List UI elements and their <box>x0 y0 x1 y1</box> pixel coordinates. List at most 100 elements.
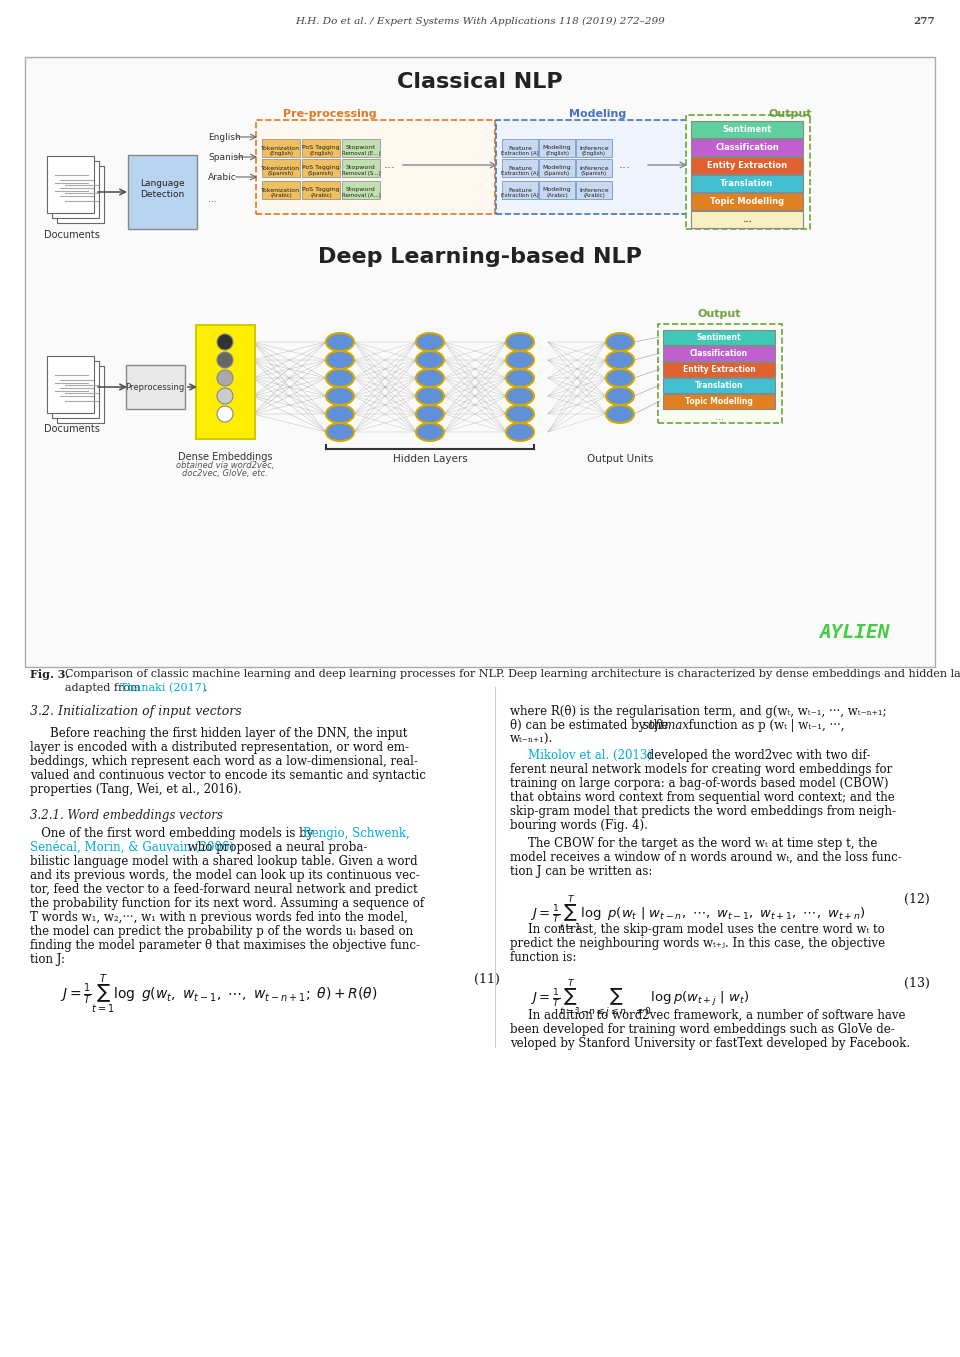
Text: ...: ... <box>208 194 217 204</box>
FancyBboxPatch shape <box>663 362 775 377</box>
Ellipse shape <box>506 332 534 351</box>
FancyBboxPatch shape <box>658 324 782 423</box>
Text: (Arabic): (Arabic) <box>310 193 332 198</box>
Text: (English): (English) <box>309 151 333 156</box>
Ellipse shape <box>416 404 444 423</box>
Text: (English): (English) <box>545 151 569 156</box>
Ellipse shape <box>326 351 354 369</box>
Text: beddings, which represent each word as a low-dimensional, real-: beddings, which represent each word as a… <box>30 754 418 768</box>
Text: Entity Extraction: Entity Extraction <box>683 365 756 373</box>
Text: Stopword: Stopword <box>347 187 376 193</box>
Text: model receives a window of n words around wₜ, and the loss func-: model receives a window of n words aroun… <box>510 851 901 864</box>
Text: Removal (A...): Removal (A...) <box>342 193 380 198</box>
Ellipse shape <box>506 404 534 423</box>
Text: ...: ... <box>742 214 752 224</box>
FancyBboxPatch shape <box>52 361 99 418</box>
Text: (Spanish): (Spanish) <box>544 171 570 175</box>
Text: Classification: Classification <box>690 349 748 357</box>
Text: 3.2. Initialization of input vectors: 3.2. Initialization of input vectors <box>30 706 242 718</box>
FancyBboxPatch shape <box>691 210 803 228</box>
Ellipse shape <box>326 369 354 387</box>
FancyBboxPatch shape <box>52 161 99 218</box>
FancyBboxPatch shape <box>256 119 495 214</box>
Ellipse shape <box>416 387 444 404</box>
Ellipse shape <box>416 423 444 441</box>
Text: (12): (12) <box>904 893 930 906</box>
Text: Translation: Translation <box>720 179 774 187</box>
Text: Modeling: Modeling <box>542 187 571 193</box>
FancyBboxPatch shape <box>576 159 612 176</box>
Text: Sentiment: Sentiment <box>722 125 772 133</box>
FancyBboxPatch shape <box>196 324 255 440</box>
FancyBboxPatch shape <box>691 193 803 210</box>
Text: bilistic language model with a shared lookup table. Given a word: bilistic language model with a shared lo… <box>30 855 418 868</box>
Ellipse shape <box>606 404 634 423</box>
Text: ferent neural network models for creating word embeddings for: ferent neural network models for creatin… <box>510 763 892 776</box>
Text: (Spanish): (Spanish) <box>308 171 334 175</box>
Text: English: English <box>208 133 241 141</box>
FancyBboxPatch shape <box>342 180 380 199</box>
Text: predict the neighbouring words wₜ₊ⱼ. In this case, the objective: predict the neighbouring words wₜ₊ⱼ. In … <box>510 936 885 950</box>
Ellipse shape <box>506 351 534 369</box>
Text: Arabic: Arabic <box>208 172 237 182</box>
Text: Bengio, Schwenk,: Bengio, Schwenk, <box>303 826 410 840</box>
Text: PoS Tagging: PoS Tagging <box>302 145 340 151</box>
Text: Feature: Feature <box>508 187 532 193</box>
Text: that obtains word context from sequential word context; and the: that obtains word context from sequentia… <box>510 791 895 803</box>
FancyBboxPatch shape <box>57 366 104 423</box>
Ellipse shape <box>606 369 634 387</box>
FancyBboxPatch shape <box>302 180 340 199</box>
Ellipse shape <box>606 332 634 351</box>
Text: Stopword: Stopword <box>347 145 376 151</box>
Text: the probability function for its next word. Assuming a sequence of: the probability function for its next wo… <box>30 897 424 911</box>
Text: Tokenization: Tokenization <box>261 145 300 151</box>
Text: Dense Embeddings: Dense Embeddings <box>178 452 273 461</box>
Text: Topic Modelling: Topic Modelling <box>710 197 784 205</box>
Text: Stopword: Stopword <box>347 166 376 171</box>
FancyBboxPatch shape <box>302 138 340 157</box>
Text: Feature: Feature <box>508 166 532 171</box>
Text: Extraction (A): Extraction (A) <box>501 171 539 175</box>
Text: softmax: softmax <box>643 719 690 731</box>
Text: In addition to word2vec framework, a number of software have: In addition to word2vec framework, a num… <box>528 1010 905 1022</box>
Text: Extraction (A): Extraction (A) <box>501 151 539 156</box>
FancyBboxPatch shape <box>502 138 538 157</box>
FancyBboxPatch shape <box>663 330 775 345</box>
Text: $J = \frac{1}{T}\sum_{t=1}^{T}$$\log\ g(w_t,\ w_{t-1},\ \cdots,\ w_{t-n+1};\ \th: $J = \frac{1}{T}\sum_{t=1}^{T}$$\log\ g(… <box>60 973 377 1016</box>
Ellipse shape <box>326 387 354 404</box>
Text: Entity Extraction: Entity Extraction <box>707 160 787 170</box>
FancyBboxPatch shape <box>262 180 300 199</box>
Text: layer is encoded with a distributed representation, or word em-: layer is encoded with a distributed repr… <box>30 741 409 754</box>
FancyBboxPatch shape <box>691 157 803 174</box>
Text: Preprocessing: Preprocessing <box>126 383 184 392</box>
FancyBboxPatch shape <box>691 138 803 156</box>
Ellipse shape <box>326 404 354 423</box>
Text: function is:: function is: <box>510 951 576 963</box>
Text: wₜ₋ₙ₊₁).: wₜ₋ₙ₊₁). <box>510 733 553 746</box>
Text: Extraction (A): Extraction (A) <box>501 193 539 198</box>
Circle shape <box>217 370 233 385</box>
Text: where R(θ) is the regularisation term, and g(wₜ, wₜ₋₁, ···, wₜ₋ₙ₊₁;: where R(θ) is the regularisation term, a… <box>510 706 887 718</box>
Ellipse shape <box>506 387 534 404</box>
Text: (Spanish): (Spanish) <box>268 171 294 175</box>
Text: (English): (English) <box>269 151 293 156</box>
Text: Documents: Documents <box>44 229 100 240</box>
Text: Deep Learning-based NLP: Deep Learning-based NLP <box>318 247 642 267</box>
Text: .: . <box>204 683 207 693</box>
Text: bouring words (Fig. 4).: bouring words (Fig. 4). <box>510 820 648 832</box>
Text: finding the model parameter θ that maximises the objective func-: finding the model parameter θ that maxim… <box>30 939 420 953</box>
Text: 277: 277 <box>913 18 935 26</box>
Text: obtained via word2vec,: obtained via word2vec, <box>176 461 275 470</box>
Circle shape <box>217 334 233 350</box>
FancyBboxPatch shape <box>262 159 300 176</box>
Text: Thanaki (2017): Thanaki (2017) <box>120 683 206 693</box>
Text: Documents: Documents <box>44 423 100 434</box>
FancyBboxPatch shape <box>663 346 775 361</box>
FancyBboxPatch shape <box>686 115 810 229</box>
Text: 3.2.1. Word embeddings vectors: 3.2.1. Word embeddings vectors <box>30 809 223 822</box>
Text: Modeling: Modeling <box>542 166 571 171</box>
Text: tion J:: tion J: <box>30 953 65 966</box>
Text: (Arabic): (Arabic) <box>583 193 605 198</box>
Text: $J = \frac{1}{T}\sum_{t=1}^{T}\sum_{-n \leq j \leq n,\ \neq 0}$$\log p(w_{t+j}\ : $J = \frac{1}{T}\sum_{t=1}^{T}\sum_{-n \… <box>530 977 750 1019</box>
Text: Modeling: Modeling <box>542 145 571 151</box>
